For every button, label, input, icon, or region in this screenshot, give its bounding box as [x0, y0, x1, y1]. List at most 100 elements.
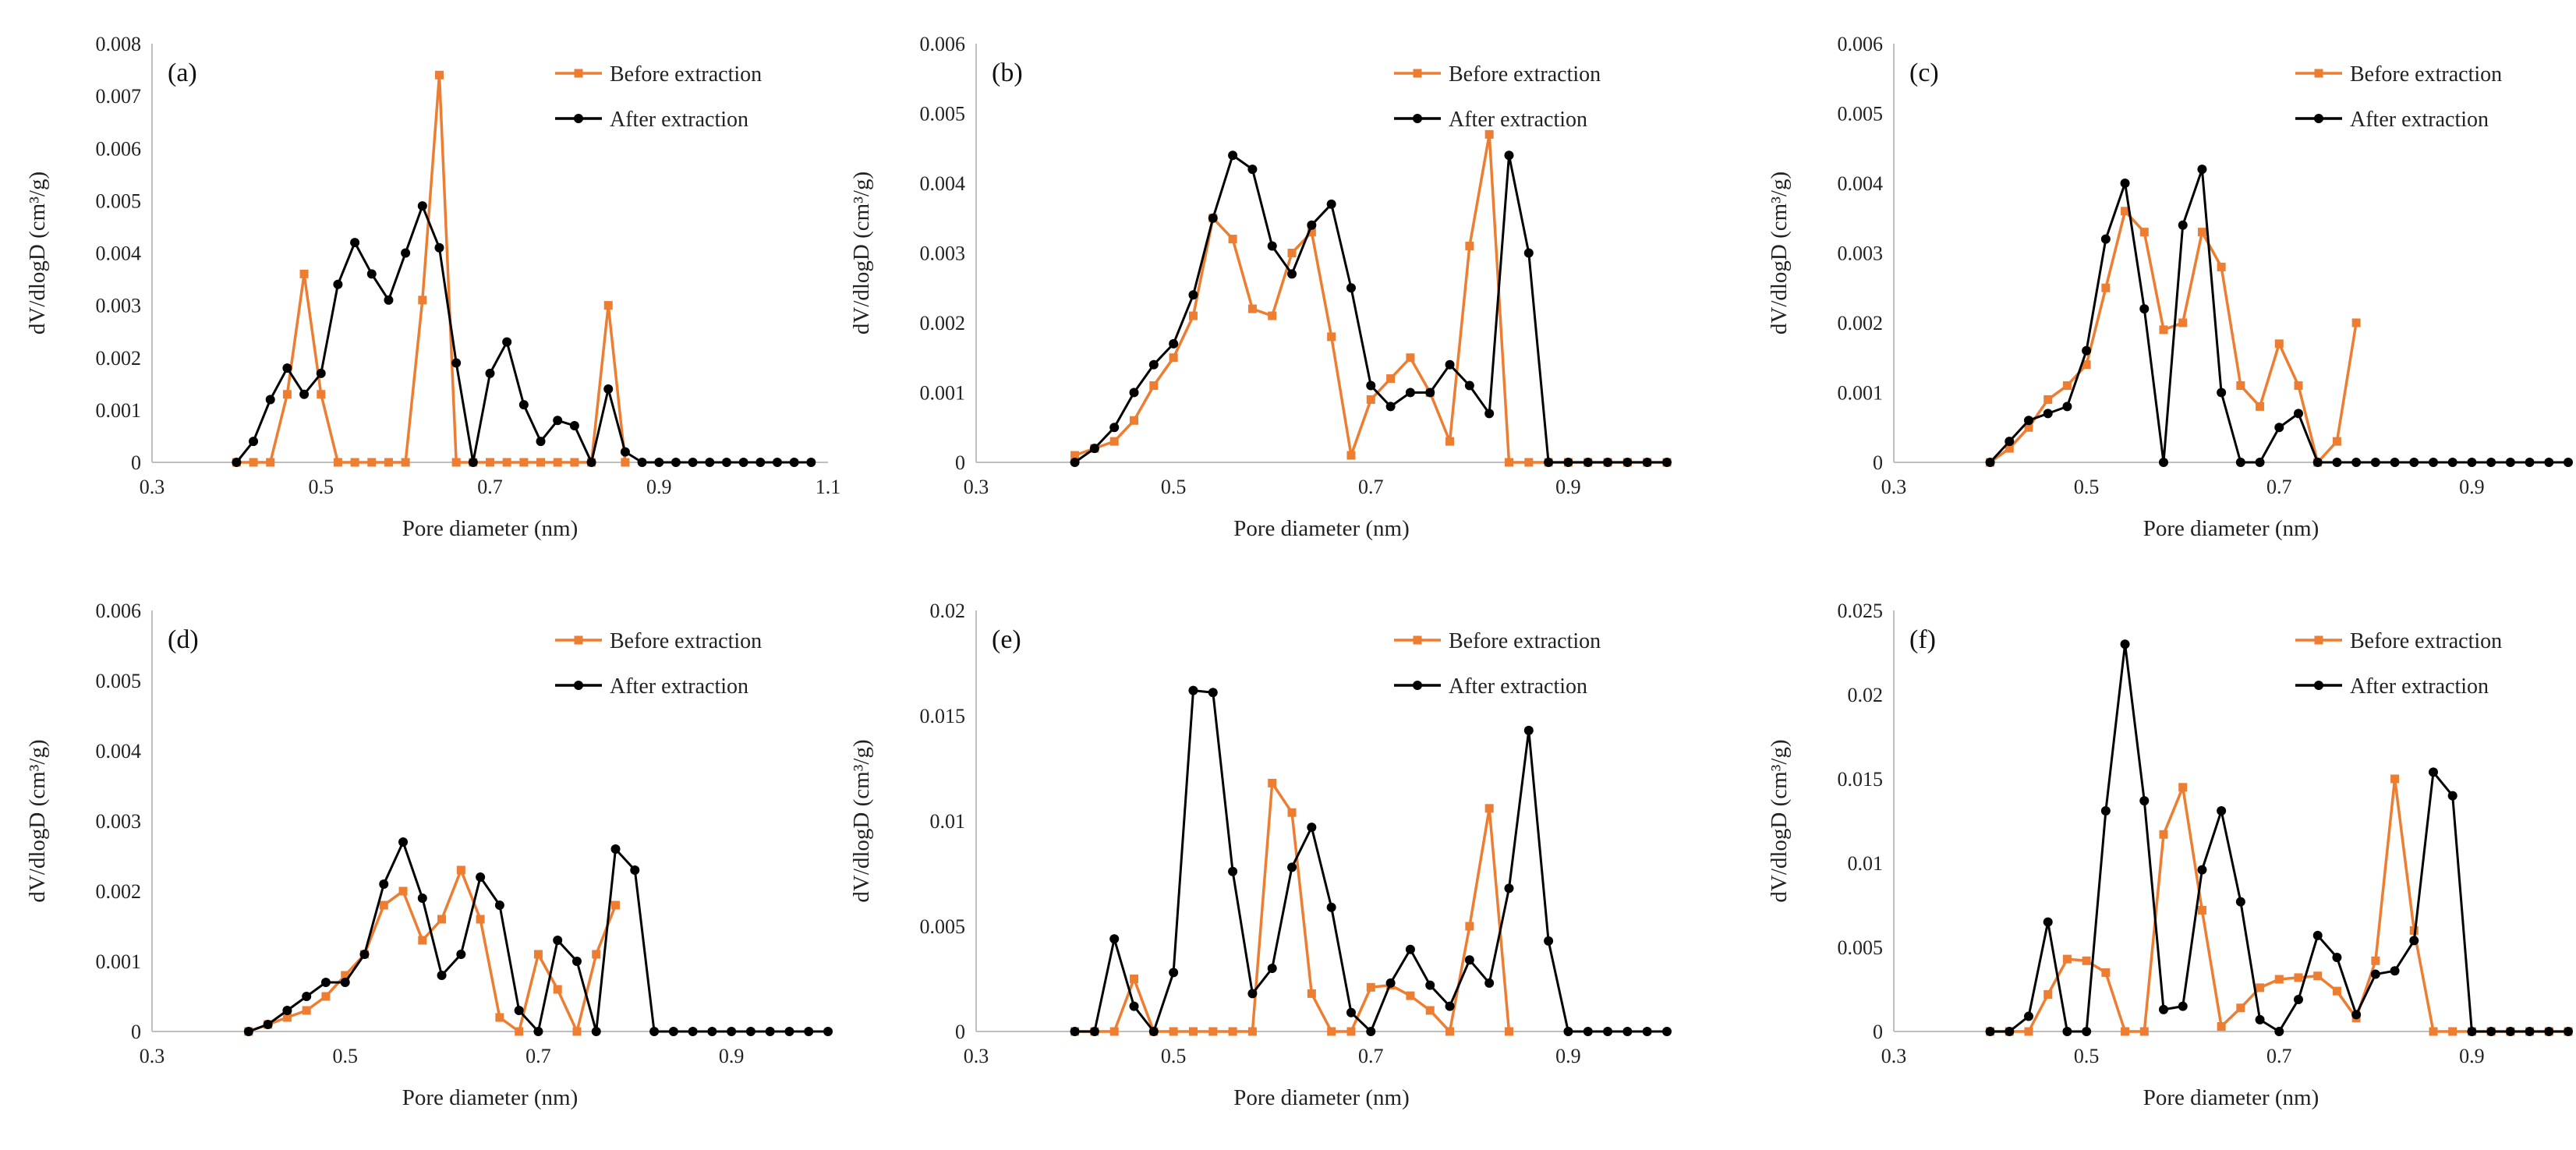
data-point-before	[367, 458, 377, 467]
data-point-before	[384, 458, 393, 467]
data-point-after	[1523, 725, 1534, 735]
y-tick-label: 0.001	[96, 950, 142, 973]
legend-label-after: After extraction	[2350, 674, 2489, 699]
data-point-after	[755, 458, 766, 467]
legend-label-before: Before extraction	[2350, 629, 2502, 653]
data-point-after	[586, 458, 596, 467]
y-tick-label: 0.01	[1848, 852, 1884, 875]
y-tick-label: 0.002	[96, 880, 142, 903]
data-point-before	[282, 390, 292, 399]
chart-panel-a: 0 0.001 0.002 0.003 0.004 0.005 0.006 0.007 0.00…	[25, 33, 840, 541]
data-point-before	[2082, 360, 2091, 370]
data-point-after	[2447, 458, 2457, 467]
data-point-after	[249, 437, 259, 447]
y-tick-label: 0.003	[920, 242, 966, 265]
legend-label-after: After extraction	[1449, 108, 1587, 132]
data-point-before	[249, 458, 258, 467]
data-point-after	[1445, 1001, 1455, 1011]
data-point-before	[519, 458, 529, 467]
data-point-before	[572, 1027, 582, 1036]
data-point-after	[1425, 387, 1435, 398]
data-point-after	[2505, 1027, 2515, 1036]
data-point-before	[2062, 954, 2072, 964]
data-point-before	[603, 301, 613, 310]
data-point-after	[243, 1027, 253, 1036]
data-point-after	[485, 368, 495, 378]
data-point-before	[2101, 968, 2111, 977]
data-point-after	[2312, 930, 2323, 940]
x-tick-label: 0.7	[1358, 1045, 1384, 1067]
data-point-after	[437, 971, 447, 980]
data-point-before	[350, 458, 359, 467]
data-point-before	[434, 70, 444, 80]
data-point-after	[823, 1027, 833, 1036]
data-point-before	[592, 950, 601, 959]
data-point-after	[1307, 220, 1317, 230]
x-tick-label: 0.9	[2459, 1045, 2485, 1067]
panel-label: (f)	[1909, 625, 1936, 654]
data-point-after	[707, 1027, 717, 1036]
data-point-after	[1129, 1001, 1139, 1011]
data-point-before	[1327, 1027, 1336, 1036]
data-point-after	[649, 1027, 660, 1036]
legend-marker-before	[1413, 635, 1422, 645]
data-point-after	[2235, 897, 2245, 907]
data-point-after	[1662, 458, 1672, 467]
data-point-after	[2005, 1027, 2015, 1036]
data-point-after	[630, 865, 640, 875]
data-point-after	[2370, 969, 2380, 979]
data-point-before	[1287, 249, 1297, 257]
chart-panel-f: 0 0.005 0.01 0.015 0.02 0.025 0.3 0.5 0.7 0.9 Pore…	[1767, 600, 2573, 1110]
series-line-before	[1074, 133, 1667, 464]
x-tick-label: 0.5	[309, 476, 334, 498]
data-point-after	[2409, 936, 2419, 946]
data-point-before	[2448, 1027, 2457, 1036]
data-point-after	[571, 957, 582, 966]
y-tick-label: 0.004	[96, 242, 142, 265]
series-line-before	[1074, 781, 1511, 1033]
data-point-after	[2390, 966, 2400, 976]
y-tick-label: 0.005	[920, 915, 966, 938]
data-point-after	[620, 447, 630, 457]
data-point-before	[1109, 1027, 1119, 1036]
data-point-before	[536, 458, 546, 467]
data-point-before	[2351, 318, 2361, 327]
data-point-after	[282, 1006, 292, 1015]
data-point-after	[2100, 234, 2111, 244]
data-point-before	[1484, 804, 1494, 813]
data-point-before	[2197, 228, 2206, 237]
y-tick-label: 0.006	[96, 137, 142, 160]
legend-marker-after	[1413, 681, 1422, 690]
data-point-before	[611, 901, 621, 910]
data-point-before	[302, 1006, 311, 1015]
y-tick-label: 0.007	[96, 85, 142, 108]
data-point-after	[282, 363, 292, 373]
data-point-before	[1504, 1027, 1513, 1036]
data-point-after	[2467, 458, 2477, 467]
data-point-before	[2005, 444, 2014, 453]
data-point-before	[2274, 975, 2284, 984]
data-point-after	[1070, 458, 1080, 467]
x-tick-label: 1.1	[816, 476, 841, 498]
data-point-after	[2429, 458, 2438, 467]
data-point-after	[1287, 862, 1297, 872]
data-point-after	[2312, 458, 2323, 467]
data-point-before	[2371, 956, 2380, 965]
legend-marker-before	[2314, 635, 2323, 645]
y-tick-label: 0.02	[930, 600, 966, 622]
data-point-before	[1327, 332, 1336, 341]
data-point-before	[1247, 1027, 1257, 1036]
data-point-after	[1405, 387, 1415, 398]
legend-marker-before	[574, 69, 583, 78]
data-point-after	[417, 893, 427, 903]
data-point-before	[533, 950, 543, 959]
data-point-after	[2255, 458, 2265, 467]
data-point-after	[456, 950, 466, 959]
data-point-after	[2294, 994, 2303, 1004]
data-point-after	[1642, 1027, 1652, 1036]
x-axis-title: Pore diameter (nm)	[402, 1085, 578, 1110]
data-point-before	[2121, 207, 2130, 216]
data-point-after	[1563, 1027, 1573, 1036]
data-point-before	[2217, 262, 2226, 271]
data-point-after	[553, 936, 563, 945]
